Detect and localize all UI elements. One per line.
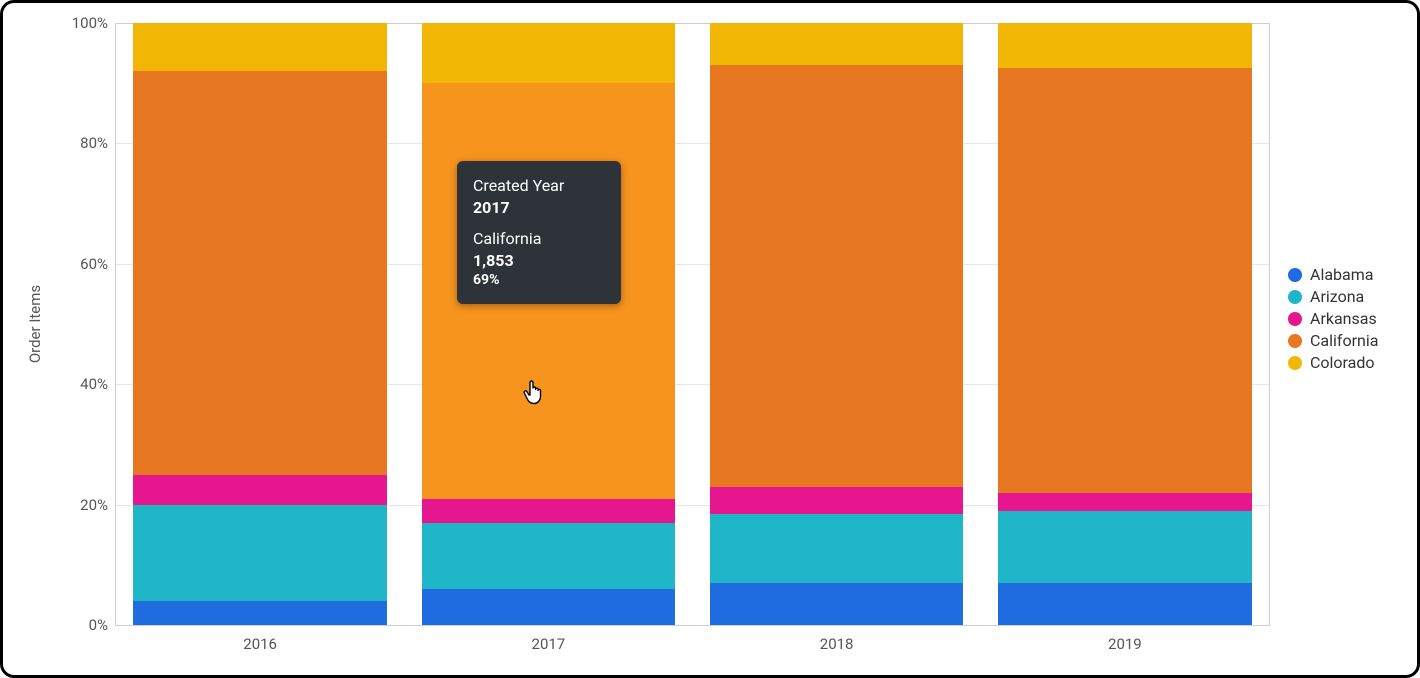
legend-item[interactable]: Alabama [1288,265,1378,284]
bar-segment[interactable] [133,23,387,71]
y-tick-label: 20% [80,496,116,514]
tooltip-series-label: California [473,228,603,250]
y-axis-title: Order Items [26,285,44,363]
legend-swatch [1288,290,1302,304]
legend-label: Alabama [1310,265,1373,284]
bar-group[interactable] [998,23,1252,625]
bar-segment[interactable] [998,493,1252,511]
bar-segment[interactable] [998,511,1252,583]
x-tick-label: 2018 [820,625,854,653]
bar-segment[interactable] [710,487,964,514]
legend-item[interactable]: Arizona [1288,287,1378,306]
bar-segment[interactable] [422,589,676,625]
legend-item[interactable]: California [1288,331,1378,350]
bar-segment[interactable] [133,475,387,505]
tooltip-percent: 69% [473,271,603,290]
tooltip-series-value: 1,853 [473,250,603,272]
bar-group[interactable] [710,23,964,625]
bar-segment[interactable] [710,514,964,583]
bar-segment[interactable] [133,505,387,601]
bar-segment[interactable] [422,499,676,523]
bar-segment[interactable] [710,583,964,625]
x-tick-label: 2019 [1108,625,1142,653]
bar-segment[interactable] [998,68,1252,492]
legend-label: Arkansas [1310,309,1377,328]
x-tick-label: 2017 [532,625,566,653]
legend: Alabama Arizona Arkansas California Colorado [1288,265,1378,372]
y-tick-label: 100% [72,14,116,32]
legend-swatch [1288,312,1302,326]
bar-segment[interactable] [998,23,1252,68]
legend-swatch [1288,268,1302,282]
legend-label: California [1310,331,1378,350]
y-tick-label: 0% [89,616,116,634]
chart-frame: 0%20%40%60%80%100%2016201720182019 Order… [0,0,1420,678]
tooltip-category-label: Created Year [473,175,603,197]
legend-item[interactable]: Arkansas [1288,309,1378,328]
tooltip-category-value: 2017 [473,197,603,219]
bar-group[interactable] [133,23,387,625]
legend-item[interactable]: Colorado [1288,353,1378,372]
legend-label: Arizona [1310,287,1364,306]
legend-label: Colorado [1310,353,1375,372]
y-tick-label: 40% [80,375,116,393]
bar-segment[interactable] [998,583,1252,625]
bar-segment[interactable] [710,65,964,486]
y-tick-label: 60% [80,255,116,273]
plot-area: 0%20%40%60%80%100%2016201720182019 [115,23,1270,626]
bar-segment[interactable] [422,523,676,589]
tooltip: Created Year 2017 California 1,853 69% [457,161,621,304]
bar-segment[interactable] [133,71,387,474]
bar-group[interactable] [422,23,676,625]
bar-segment[interactable] [710,23,964,65]
x-tick-label: 2016 [243,625,277,653]
legend-swatch [1288,356,1302,370]
legend-swatch [1288,334,1302,348]
bar-segment[interactable] [422,23,676,83]
bar-segment[interactable] [133,601,387,625]
y-tick-label: 80% [80,134,116,152]
